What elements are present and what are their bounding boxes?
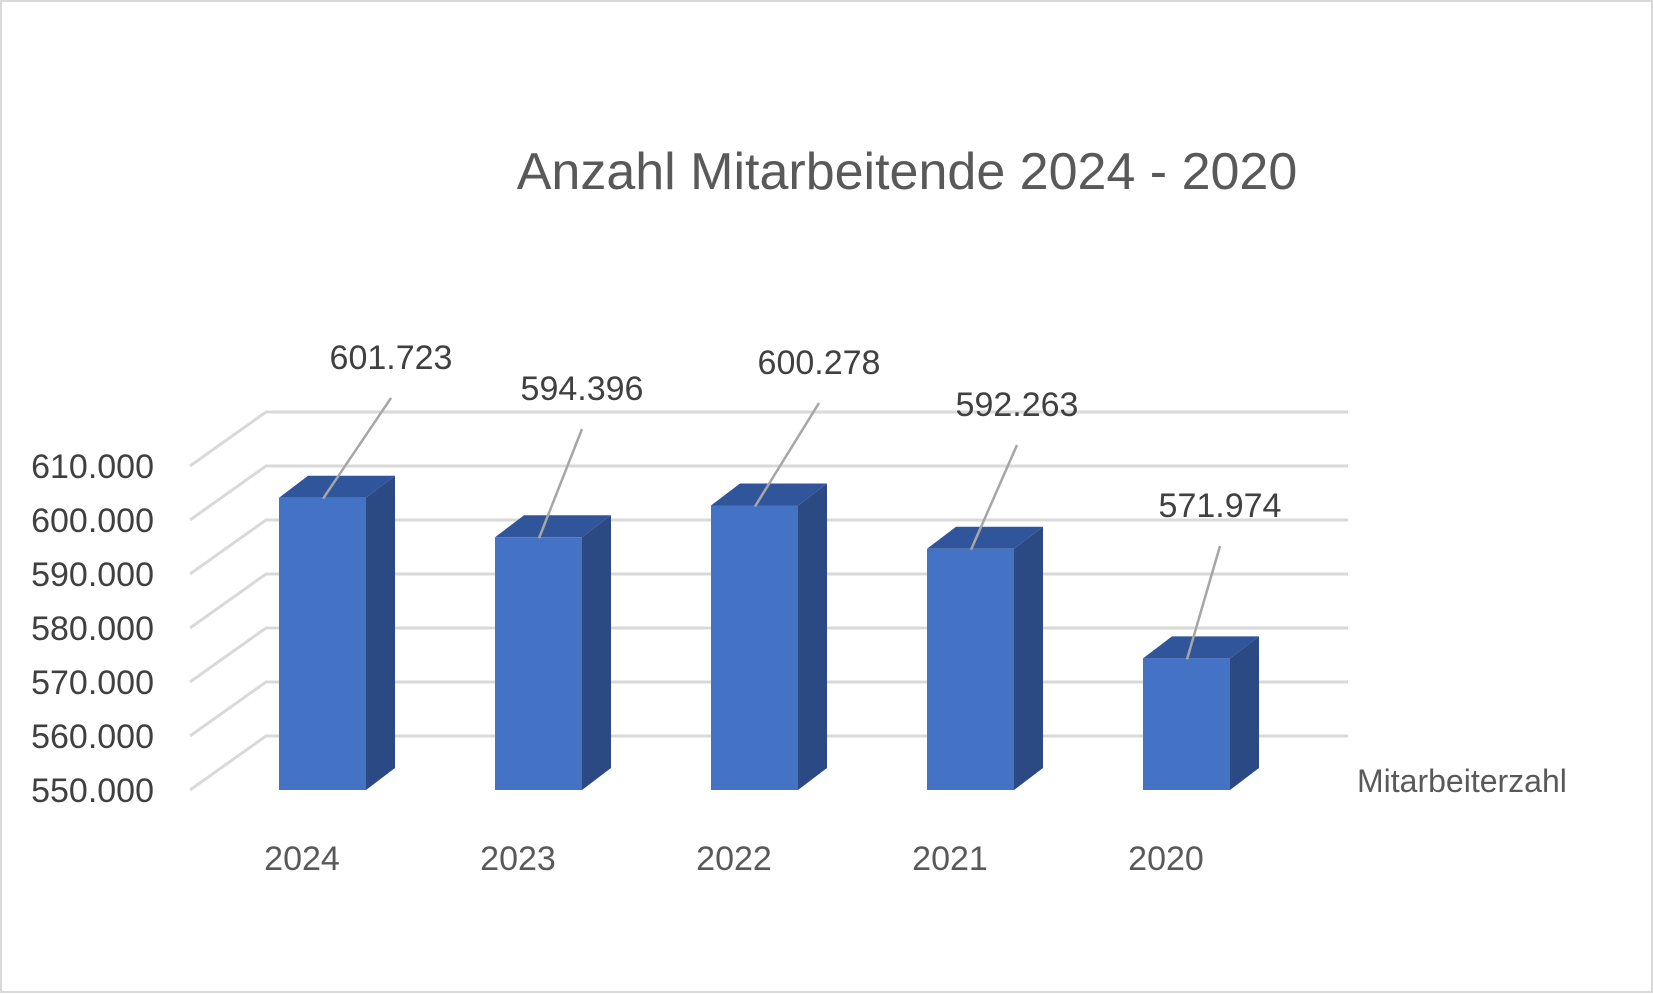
data-label: 600.278 — [758, 344, 881, 382]
bar-front — [279, 497, 366, 790]
y-tick-label: 590.000 — [31, 556, 154, 594]
data-labels: 601.723 594.396 600.278 592.263 571.974 — [321, 339, 1282, 660]
leader-line — [321, 397, 393, 500]
bar-side — [1230, 636, 1259, 790]
bar — [279, 475, 395, 790]
data-label: 594.396 — [521, 370, 644, 408]
bar — [1143, 636, 1259, 790]
data-label: 571.974 — [1159, 487, 1282, 525]
bar-side — [1014, 526, 1043, 790]
gridline — [189, 464, 1348, 522]
bar-side — [582, 515, 611, 790]
chart-title: Anzahl Mitarbeitende 2024 - 2020 — [517, 143, 1298, 201]
bar — [927, 526, 1043, 790]
x-tick-label: 2022 — [696, 840, 772, 878]
bars — [279, 475, 1259, 790]
bar-side — [366, 475, 395, 790]
data-label: 601.723 — [330, 339, 453, 377]
x-tick-label: 2021 — [912, 840, 988, 878]
y-tick-label: 610.000 — [31, 448, 154, 486]
leader-line — [1185, 545, 1222, 660]
bar-top — [1143, 636, 1259, 659]
bar — [711, 483, 827, 790]
y-tick-label: 560.000 — [31, 718, 154, 756]
y-tick-label: 600.000 — [31, 502, 154, 540]
bar-front — [1143, 658, 1230, 790]
leader-line — [969, 444, 1019, 551]
bar-top — [495, 515, 611, 538]
x-tick-label: 2023 — [480, 840, 556, 878]
bar-side — [798, 483, 827, 790]
y-tick-label: 550.000 — [31, 772, 154, 810]
series-label: Mitarbeiterzahl — [1357, 763, 1567, 799]
bar-top — [711, 483, 827, 506]
gridline — [189, 410, 1348, 468]
x-tick-label: 2024 — [264, 840, 340, 878]
gridline — [189, 518, 1348, 576]
x-axis: 2024 2023 2022 2021 2020 — [264, 840, 1204, 878]
y-tick-label: 570.000 — [31, 664, 154, 702]
bar-front — [927, 548, 1014, 790]
bar — [495, 515, 611, 790]
x-tick-label: 2020 — [1128, 840, 1204, 878]
bar-top — [279, 475, 395, 498]
bar-top — [927, 526, 1043, 549]
y-axis: 550.000 560.000 570.000 580.000 590.000 600.0… — [31, 448, 154, 810]
bar-front — [495, 537, 582, 790]
data-label: 592.263 — [956, 386, 1079, 424]
leader-line — [753, 402, 821, 508]
y-tick-label: 580.000 — [31, 610, 154, 648]
bar-front — [711, 505, 798, 790]
leader-line — [537, 428, 584, 539]
gridlines — [189, 410, 1348, 792]
